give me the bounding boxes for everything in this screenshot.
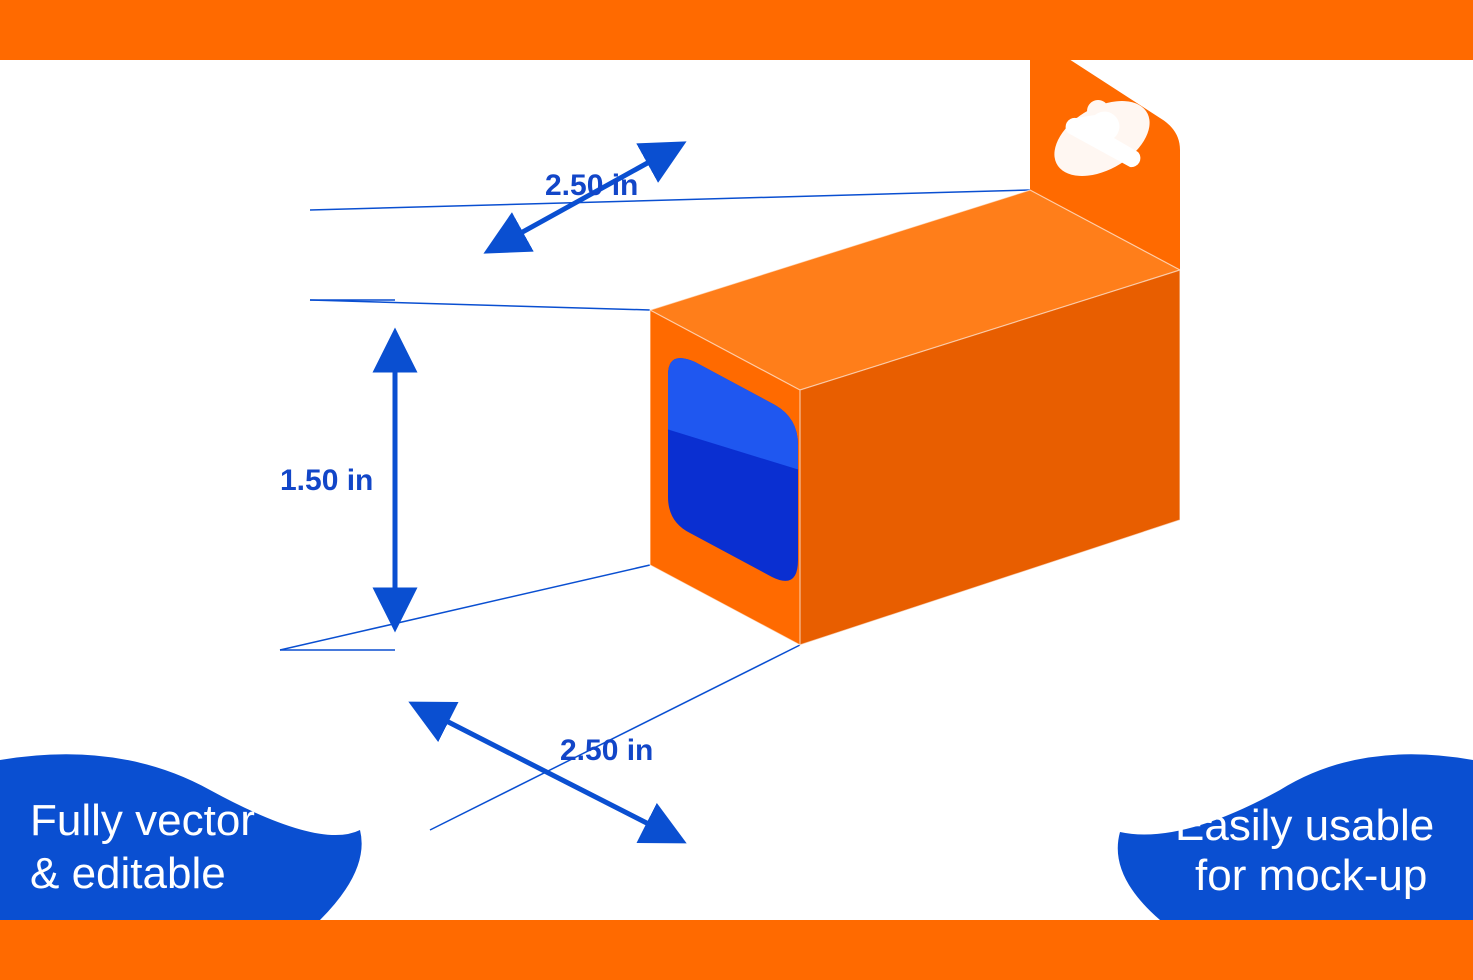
height-label: 1.50 in [280, 464, 373, 497]
box [650, 50, 1180, 645]
infographic-canvas: 2.50 in 1.50 in 2.50 in [0, 0, 1473, 980]
corner-right-line2: for mock-up [1195, 851, 1427, 900]
corner-left-blob: Fully vector & editable [0, 754, 362, 920]
corner-left-line2: & editable [30, 849, 226, 898]
width-label: 2.50 in [560, 734, 653, 767]
dim-labels: 2.50 in 1.50 in 2.50 in [280, 169, 653, 767]
corner-right-blob: Easily usable for mock-up [1118, 754, 1473, 920]
corner-right-line1: Easily usable [1175, 801, 1434, 850]
bottom-band [0, 920, 1473, 980]
top-band [0, 0, 1473, 60]
scene-svg: 2.50 in 1.50 in 2.50 in [0, 0, 1473, 980]
depth-label: 2.50 in [545, 169, 638, 202]
corner-left-line1: Fully vector [30, 796, 255, 845]
